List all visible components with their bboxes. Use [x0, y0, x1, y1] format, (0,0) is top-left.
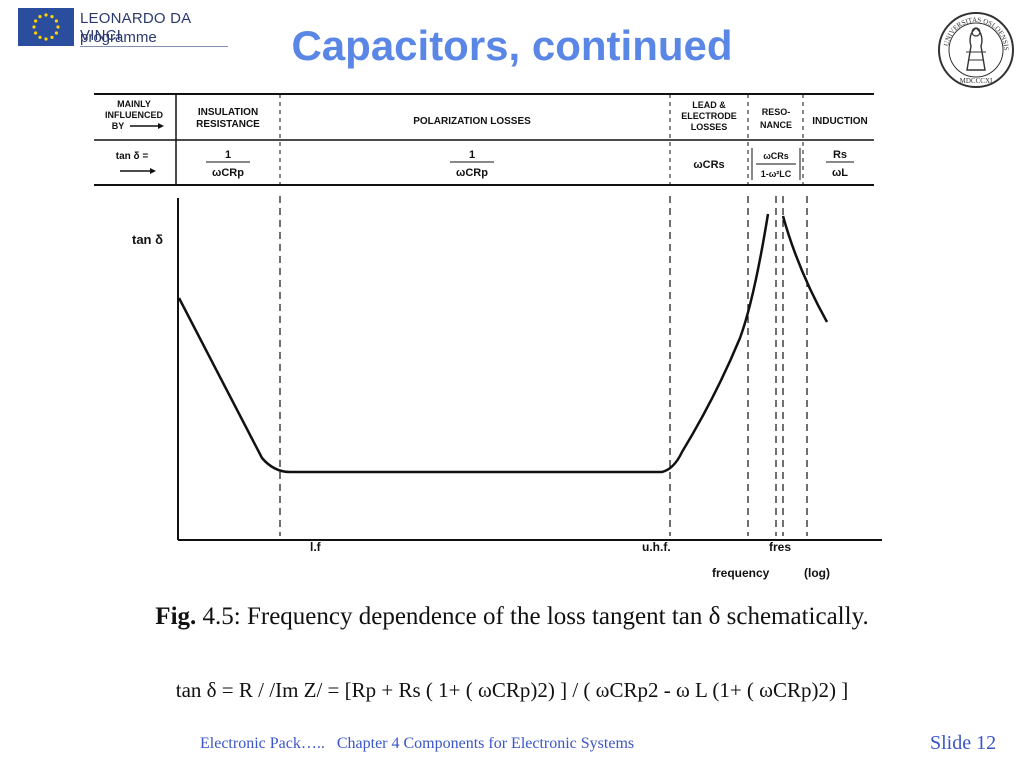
logo-underline: [80, 46, 228, 47]
loss-tangent-curve-induction: [781, 215, 829, 323]
leonardo-da-vinci-logo: LEONARDO DA VINCI programme: [18, 8, 228, 50]
row-label-line2: INFLUENCED: [105, 110, 163, 120]
x-axis-label: frequency: [712, 566, 770, 580]
tick-lf: l.f: [310, 540, 322, 554]
figure-caption: Fig. 4.5: Frequency dependence of the lo…: [60, 600, 964, 633]
col-lead-line3: LOSSES: [691, 122, 728, 132]
logo-text-line2: programme: [80, 29, 157, 46]
x-axis-scale: (log): [804, 566, 830, 580]
logo-text-line1: LEONARDO DA VINCI: [80, 10, 191, 44]
tick-fres: fres: [769, 540, 791, 554]
col-lead-line2: ELECTRODE: [681, 111, 737, 121]
figure-label: Fig.: [155, 603, 197, 630]
formula-induction-num: Rs: [833, 149, 847, 161]
slide-number: Slide 12: [930, 732, 997, 754]
formula-insulation-den: ωCRp: [212, 167, 244, 179]
university-seal-icon: UNIVERSITAS OSLOENSIS MDCCCXI: [936, 10, 1016, 90]
formula-lead: ωCRs: [693, 159, 724, 171]
formula-induction-den: ωL: [832, 167, 848, 179]
col-resonance-line1: RESO-: [762, 107, 791, 117]
tick-uhf: u.h.f.: [642, 540, 671, 554]
tan-delta-row-label: tan δ =: [116, 151, 149, 162]
col-lead-line1: LEAD &: [692, 100, 726, 110]
y-axis-label: tan δ: [132, 232, 163, 247]
region-dividers: [279, 196, 808, 536]
col-resonance-line2: NANCE: [760, 120, 792, 130]
slide-title: Capacitors, continued: [291, 22, 733, 69]
formula-insulation-num: 1: [225, 149, 231, 161]
diagram-header-table: [94, 93, 874, 186]
loss-tangent-curve: [177, 213, 770, 474]
formula-polarization-den: ωCRp: [456, 167, 488, 179]
row-label-line1: MAINLY: [117, 99, 151, 109]
formula-resonance-num: ωCRs: [763, 151, 789, 161]
plot-axes: [177, 198, 882, 541]
caption-text: 4.5: Frequency dependence of the loss ta…: [202, 603, 869, 630]
col-insulation-line2: RESISTANCE: [196, 119, 260, 130]
col-polarization: POLARIZATION LOSSES: [413, 116, 531, 127]
eu-flag-icon: [18, 8, 74, 46]
svg-text:MDCCCXI: MDCCCXI: [960, 77, 993, 85]
col-induction: INDUCTION: [812, 116, 868, 127]
formula-polarization-num: 1: [469, 149, 475, 161]
loss-tangent-diagram: MAINLY INFLUENCED BY INSULATION RESISTAN…: [90, 88, 890, 593]
loss-tangent-formula: tan δ = R / /Im Z/ = [Rp + Rs ( 1+ ( ωCR…: [175, 678, 849, 702]
row-label-line3: BY: [112, 121, 125, 131]
formula-resonance-den: 1-ω²LC: [761, 169, 792, 179]
footer-text: Electronic Pack….. Chapter 4 Components …: [200, 735, 635, 752]
col-insulation-line1: INSULATION: [198, 107, 258, 118]
